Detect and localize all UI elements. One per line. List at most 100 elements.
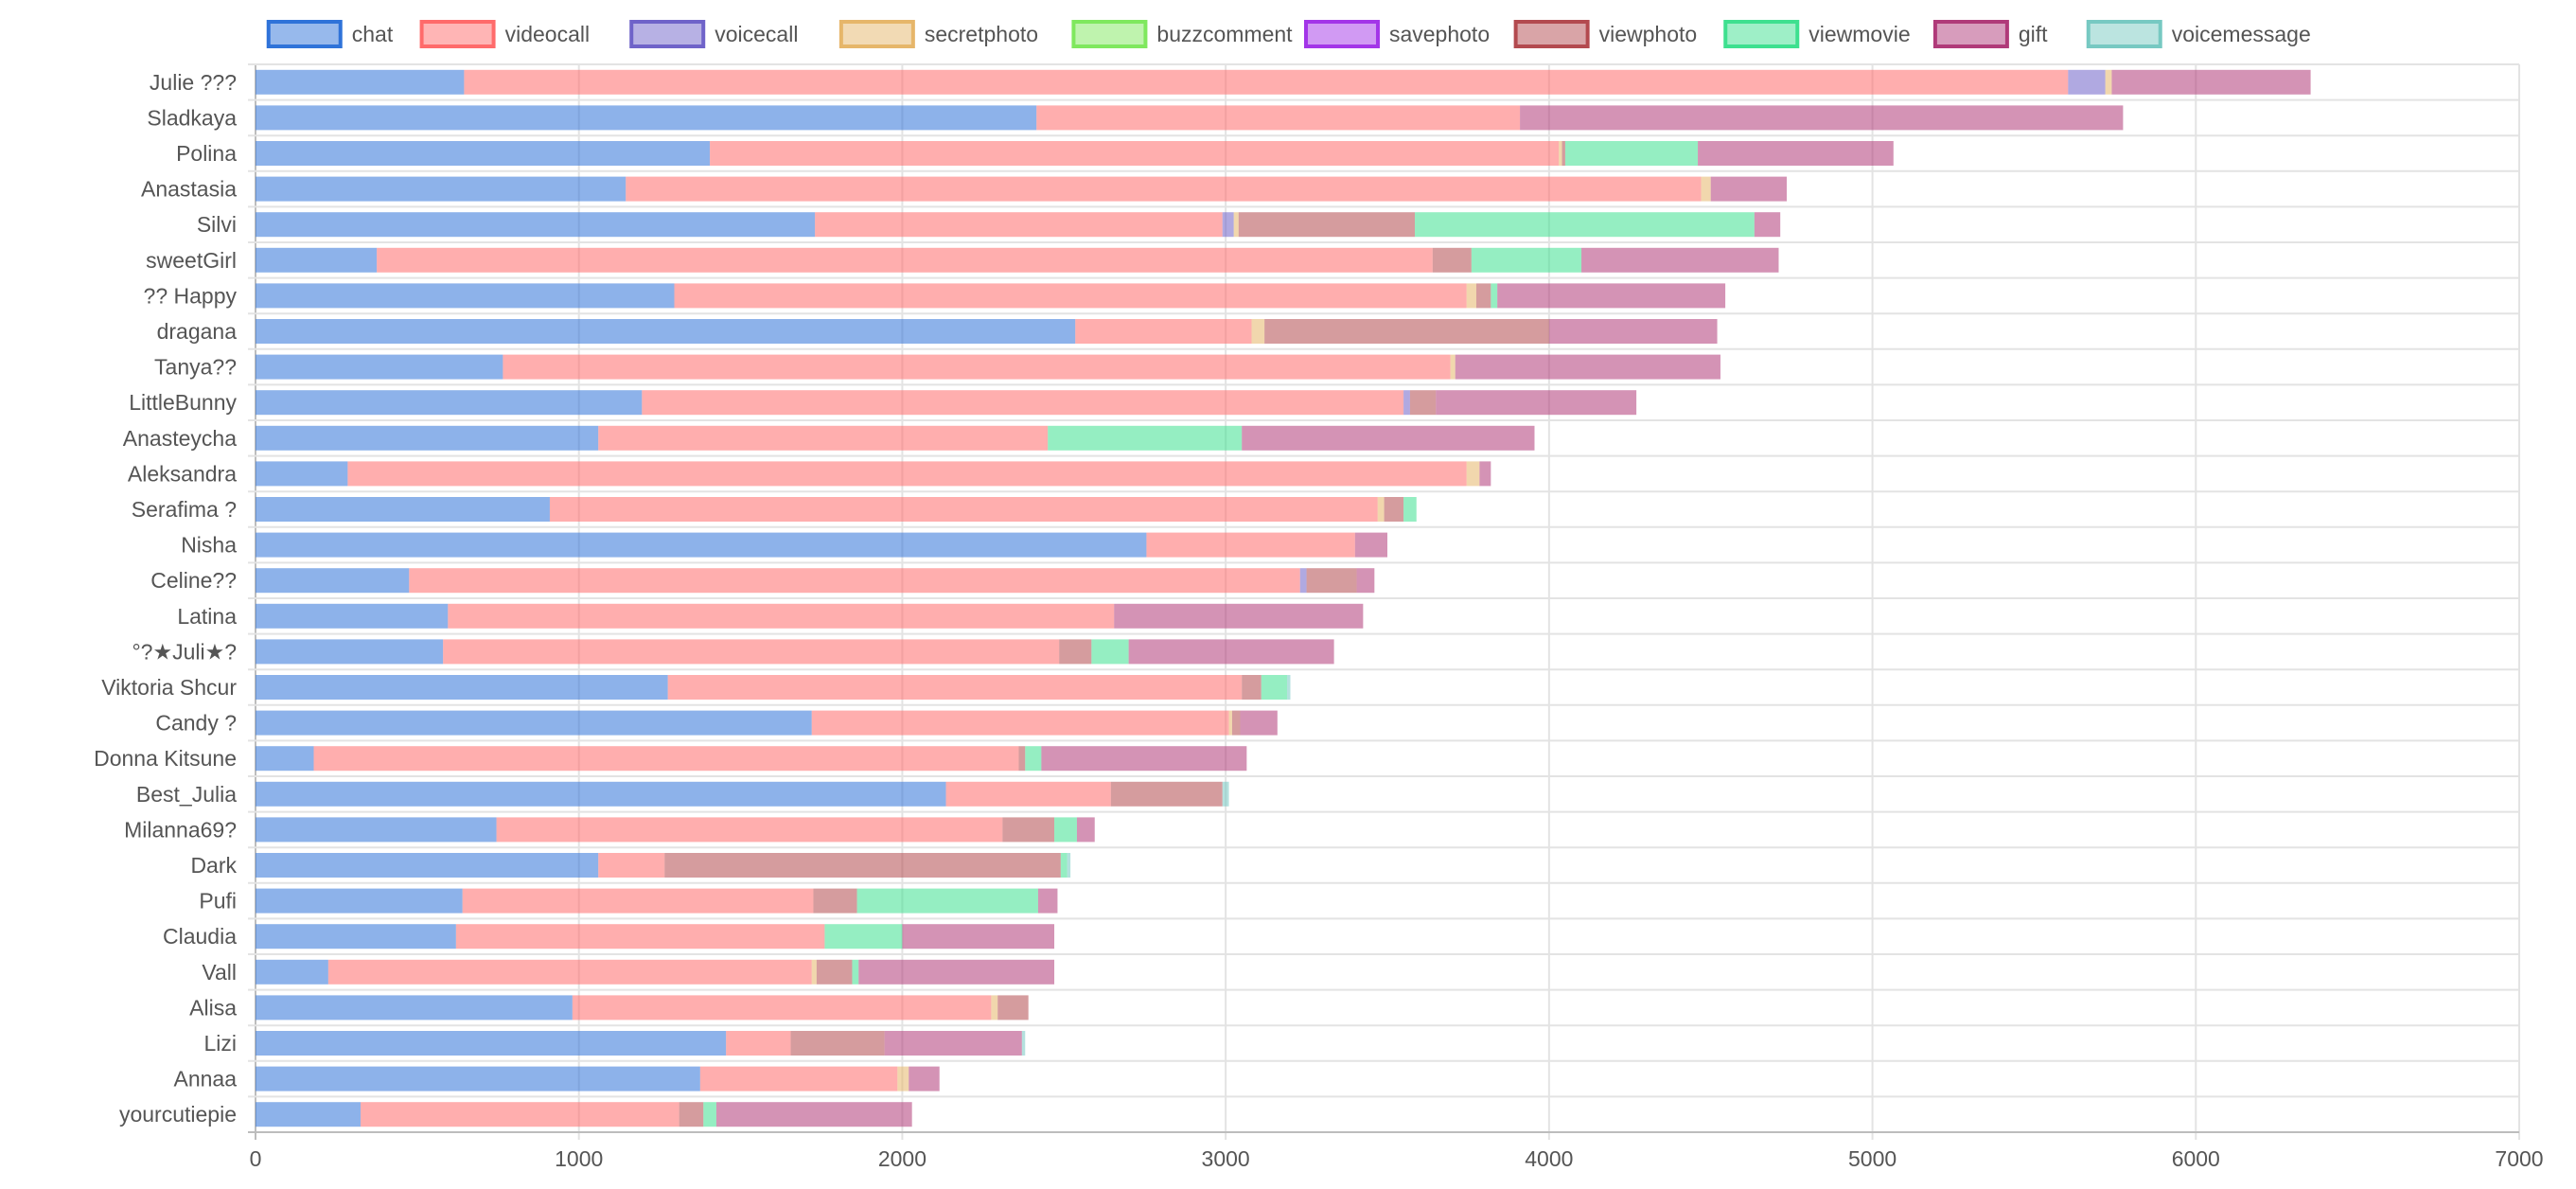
bar-gift-celine[interactable] — [1356, 568, 1375, 594]
legend-item-viewphoto[interactable]: viewphoto — [1513, 20, 1698, 48]
bar-secretphoto-dragana[interactable] — [1251, 319, 1265, 344]
bar-viewphoto-polina[interactable] — [1561, 141, 1565, 166]
bar-chat-annaa[interactable] — [256, 1066, 700, 1091]
bar-viewphoto-yourcutiepie[interactable] — [679, 1102, 704, 1127]
bar-gift-sladkaya[interactable] — [1520, 105, 2124, 131]
bar-gift-yourcutiepie[interactable] — [715, 1102, 912, 1127]
bar-chat-anasteycha[interactable] — [256, 425, 599, 451]
bar-videocall-anasteycha[interactable] — [598, 425, 1049, 451]
bar-viewphoto-silvi[interactable] — [1238, 212, 1416, 238]
bar-gift-pufi[interactable] — [1037, 888, 1058, 914]
bar-chat-celine[interactable] — [256, 568, 410, 594]
bar-gift-vall[interactable] — [858, 959, 1055, 985]
bar-viewmovie-happy[interactable] — [1491, 283, 1498, 309]
bar-gift-dragana[interactable] — [1548, 319, 1718, 344]
bar-videocall-pufi[interactable] — [462, 888, 814, 914]
bar-voicecall-silvi[interactable] — [1222, 212, 1234, 238]
bar-gift-latina[interactable] — [1114, 603, 1364, 629]
bar-chat-littlebunny[interactable] — [256, 390, 643, 416]
bar-videocall-silvi[interactable] — [815, 212, 1223, 238]
bar-videocall-juli[interactable] — [443, 639, 1060, 665]
bar-viewmovie-dark[interactable] — [1060, 853, 1067, 878]
bar-videocall-annaa[interactable] — [699, 1066, 898, 1091]
bar-viewmovie-claudia[interactable] — [824, 924, 903, 949]
bar-voicemessage-viktoria-shcur[interactable] — [1287, 675, 1291, 700]
bar-videocall-milanna69[interactable] — [496, 817, 1003, 843]
bar-secretphoto-happy[interactable] — [1466, 283, 1476, 309]
bar-viewmovie-juli[interactable] — [1091, 639, 1129, 665]
bar-chat-donna-kitsune[interactable] — [256, 746, 314, 772]
bar-chat-dark[interactable] — [256, 853, 599, 878]
bar-chat-claudia[interactable] — [256, 924, 456, 949]
bar-chat-candy[interactable] — [256, 710, 812, 736]
legend-item-secretphoto[interactable]: secretphoto — [838, 20, 1038, 48]
bar-viewphoto-alisa[interactable] — [997, 995, 1029, 1020]
bar-gift-happy[interactable] — [1497, 283, 1726, 309]
bar-secretphoto-candy[interactable] — [1228, 710, 1232, 736]
legend-item-gift[interactable]: gift — [1932, 20, 2048, 48]
legend-item-voicecall[interactable]: voicecall — [629, 20, 798, 48]
bar-chat-viktoria-shcur[interactable] — [256, 675, 668, 700]
legend-item-chat[interactable]: chat — [266, 20, 394, 48]
bar-secretphoto-serafima[interactable] — [1377, 497, 1385, 522]
bar-videocall-julie[interactable] — [464, 69, 2069, 95]
bar-videocall-nisha[interactable] — [1146, 532, 1355, 558]
bar-viewphoto-candy[interactable] — [1231, 710, 1241, 736]
bar-chat-serafima[interactable] — [256, 497, 550, 522]
bar-voicecall-julie[interactable] — [2068, 69, 2106, 95]
bar-secretphoto-julie[interactable] — [2105, 69, 2112, 95]
bar-chat-lizi[interactable] — [256, 1031, 727, 1056]
bar-videocall-best-julia[interactable] — [945, 781, 1111, 807]
bar-chat-julie[interactable] — [256, 69, 465, 95]
bar-chat-sweetgirl[interactable] — [256, 247, 378, 273]
bar-gift-anasteycha[interactable] — [1242, 425, 1535, 451]
bar-chat-yourcutiepie[interactable] — [256, 1102, 362, 1127]
bar-chat-sladkaya[interactable] — [256, 105, 1037, 131]
bar-viewmovie-anasteycha[interactable] — [1048, 425, 1243, 451]
bar-gift-anastasia[interactable] — [1710, 176, 1788, 202]
legend-item-voicemessage[interactable]: voicemessage — [2086, 20, 2311, 48]
bar-chat-vall[interactable] — [256, 959, 328, 985]
bar-videocall-serafima[interactable] — [549, 497, 1378, 522]
bar-secretphoto-polina[interactable] — [1559, 141, 1562, 166]
bar-videocall-tanya[interactable] — [503, 354, 1451, 380]
bar-secretphoto-vall[interactable] — [811, 959, 817, 985]
bar-viewmovie-donna-kitsune[interactable] — [1025, 746, 1042, 772]
bar-secretphoto-annaa[interactable] — [897, 1066, 909, 1091]
bar-videocall-vall[interactable] — [327, 959, 812, 985]
bar-gift-julie[interactable] — [2111, 69, 2311, 95]
bar-chat-best-julia[interactable] — [256, 781, 946, 807]
bar-viewphoto-vall[interactable] — [816, 959, 853, 985]
bar-videocall-claudia[interactable] — [455, 924, 825, 949]
bar-videocall-lizi[interactable] — [726, 1031, 791, 1056]
bar-gift-juli[interactable] — [1128, 639, 1334, 665]
bar-videocall-yourcutiepie[interactable] — [361, 1102, 679, 1127]
bar-viewphoto-littlebunny[interactable] — [1409, 390, 1437, 416]
legend-item-videocall[interactable]: videocall — [419, 20, 591, 48]
bar-videocall-donna-kitsune[interactable] — [313, 746, 1019, 772]
bar-viewphoto-sweetgirl[interactable] — [1432, 247, 1472, 273]
bar-chat-aleksandra[interactable] — [256, 461, 348, 487]
bar-videocall-viktoria-shcur[interactable] — [667, 675, 1243, 700]
bar-gift-nisha[interactable] — [1354, 532, 1387, 558]
bar-chat-alisa[interactable] — [256, 995, 573, 1020]
bar-videocall-alisa[interactable] — [572, 995, 992, 1020]
bar-voicecall-littlebunny[interactable] — [1403, 390, 1410, 416]
bar-secretphoto-anastasia[interactable] — [1701, 176, 1711, 202]
bar-chat-milanna69[interactable] — [256, 817, 497, 843]
bar-gift-tanya[interactable] — [1455, 354, 1720, 380]
bar-chat-polina[interactable] — [256, 141, 711, 166]
bar-viewmovie-polina[interactable] — [1564, 141, 1699, 166]
bar-chat-anastasia[interactable] — [256, 176, 626, 202]
bar-videocall-celine[interactable] — [409, 568, 1300, 594]
bar-viewmovie-silvi[interactable] — [1415, 212, 1755, 238]
bar-voicecall-celine[interactable] — [1299, 568, 1307, 594]
bar-videocall-polina[interactable] — [710, 141, 1560, 166]
bar-chat-happy[interactable] — [256, 283, 675, 309]
bar-videocall-aleksandra[interactable] — [347, 461, 1467, 487]
bar-gift-littlebunny[interactable] — [1436, 390, 1637, 416]
bar-videocall-dragana[interactable] — [1075, 319, 1252, 344]
bar-secretphoto-tanya[interactable] — [1450, 354, 1456, 380]
bar-videocall-happy[interactable] — [674, 283, 1467, 309]
bar-gift-candy[interactable] — [1240, 710, 1278, 736]
